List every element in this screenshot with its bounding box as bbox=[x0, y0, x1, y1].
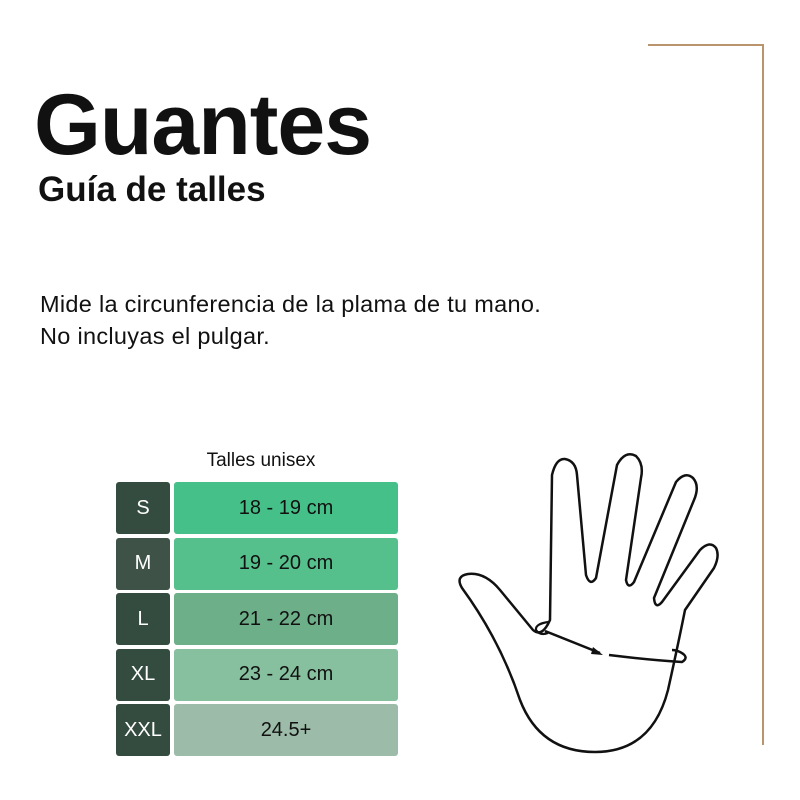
size-row: XXL 24.5+ bbox=[116, 704, 398, 756]
size-range: 24.5+ bbox=[174, 704, 398, 756]
measure-loop-left bbox=[534, 620, 549, 636]
size-label: L bbox=[116, 593, 170, 645]
instruction-line: Mide la circunferencia de la plama de tu… bbox=[40, 291, 542, 317]
hand-outline bbox=[458, 453, 719, 754]
size-label: M bbox=[116, 537, 170, 590]
size-range: 21 - 22 cm bbox=[174, 593, 398, 645]
measure-line bbox=[544, 629, 601, 655]
instructions: Mide la circunferencia de la plama de tu… bbox=[40, 288, 541, 352]
table-caption: Talles unisex bbox=[206, 450, 316, 471]
decorative-border-right bbox=[762, 44, 764, 745]
size-row: M 19 - 20 cm bbox=[116, 537, 398, 590]
size-range: 18 - 19 cm bbox=[174, 482, 398, 534]
arrow-head bbox=[591, 647, 603, 655]
page-subtitle: Guía de talles bbox=[38, 170, 266, 209]
size-range: 23 - 24 cm bbox=[174, 648, 398, 701]
size-row: XL 23 - 24 cm bbox=[116, 648, 398, 701]
size-range: 19 - 20 cm bbox=[174, 537, 398, 590]
size-row: S 18 - 19 cm bbox=[116, 482, 398, 534]
decorative-border-top bbox=[648, 44, 764, 46]
size-row: L 21 - 22 cm bbox=[116, 593, 398, 645]
size-label: XXL bbox=[116, 704, 170, 756]
page-title: Guantes bbox=[34, 77, 372, 173]
instruction-line: No incluyas el pulgar. bbox=[40, 323, 270, 349]
size-label: XL bbox=[116, 648, 170, 701]
measure-line-right bbox=[608, 648, 687, 664]
size-label: S bbox=[116, 482, 170, 534]
